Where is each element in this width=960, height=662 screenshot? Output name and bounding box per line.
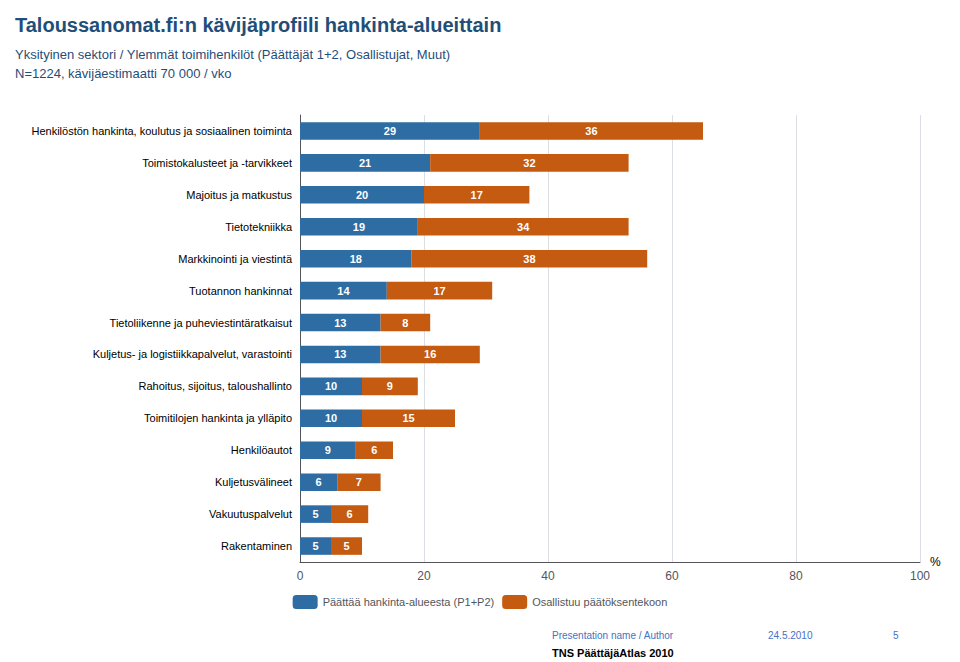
svg-text:38: 38 [523, 253, 535, 265]
svg-text:Henkilöautot: Henkilöautot [231, 444, 292, 456]
svg-text:5: 5 [312, 540, 318, 552]
svg-text:5: 5 [343, 540, 349, 552]
svg-text:Tietoliikenne ja puheviestintä: Tietoliikenne ja puheviestintäratkaisut [110, 317, 292, 329]
svg-text:Päättää hankinta-alueesta (P1+: Päättää hankinta-alueesta (P1+P2) [323, 596, 495, 608]
svg-text:Tuotannon hankinnat: Tuotannon hankinnat [189, 285, 292, 297]
svg-text:13: 13 [334, 348, 346, 360]
svg-text:Yksityinen sektori / Ylemmät t: Yksityinen sektori / Ylemmät toimihenkil… [15, 47, 450, 62]
svg-text:6: 6 [316, 476, 322, 488]
svg-text:Taloussanomat.fi:n kävijäprofi: Taloussanomat.fi:n kävijäprofiili hankin… [15, 14, 501, 36]
svg-text:Vakuutuspalvelut: Vakuutuspalvelut [209, 508, 292, 520]
svg-text:Markkinointi ja viestintä: Markkinointi ja viestintä [178, 253, 293, 265]
svg-text:9: 9 [325, 444, 331, 456]
svg-text:36: 36 [585, 125, 597, 137]
svg-text:10: 10 [325, 380, 337, 392]
svg-text:N=1224, kävijäestimaatti 70 00: N=1224, kävijäestimaatti 70 000 / vko [15, 66, 231, 81]
svg-text:32: 32 [523, 157, 535, 169]
svg-text:TNS PäättäjäAtlas 2010: TNS PäättäjäAtlas 2010 [552, 647, 674, 659]
svg-text:20: 20 [356, 189, 368, 201]
svg-text:80: 80 [789, 569, 803, 583]
svg-text:29: 29 [384, 125, 396, 137]
svg-text:17: 17 [471, 189, 483, 201]
svg-text:19: 19 [353, 221, 365, 233]
svg-text:8: 8 [402, 317, 408, 329]
svg-text:%: % [930, 555, 941, 569]
svg-text:Kuljetusvälineet: Kuljetusvälineet [215, 476, 292, 488]
svg-text:13: 13 [334, 317, 346, 329]
svg-text:Toimistokalusteet ja -tarvikke: Toimistokalusteet ja -tarvikkeet [142, 157, 292, 169]
svg-text:Henkilöstön hankinta, koulutus: Henkilöstön hankinta, koulutus ja sosiaa… [32, 125, 293, 137]
svg-text:34: 34 [517, 221, 530, 233]
svg-text:Toimitilojen hankinta ja ylläp: Toimitilojen hankinta ja ylläpito [144, 412, 292, 424]
svg-text:Presentation name / Author: Presentation name / Author [552, 630, 674, 641]
svg-text:5: 5 [312, 508, 318, 520]
svg-text:5: 5 [893, 630, 899, 641]
svg-text:100: 100 [910, 569, 930, 583]
svg-text:Majoitus ja matkustus: Majoitus ja matkustus [186, 189, 292, 201]
svg-text:7: 7 [356, 476, 362, 488]
svg-text:24.5.2010: 24.5.2010 [768, 630, 813, 641]
svg-text:60: 60 [665, 569, 679, 583]
svg-text:Osallistuu päätöksentekoon: Osallistuu päätöksentekoon [532, 596, 667, 608]
svg-text:6: 6 [371, 444, 377, 456]
svg-text:10: 10 [325, 412, 337, 424]
svg-text:Rakentaminen: Rakentaminen [221, 540, 292, 552]
svg-text:17: 17 [433, 285, 445, 297]
svg-text:9: 9 [387, 380, 393, 392]
svg-text:Tietotekniikka: Tietotekniikka [225, 221, 293, 233]
svg-text:40: 40 [541, 569, 555, 583]
svg-text:6: 6 [347, 508, 353, 520]
svg-text:16: 16 [424, 348, 436, 360]
svg-text:21: 21 [359, 157, 371, 169]
svg-text:Rahoitus, sijoitus, taloushall: Rahoitus, sijoitus, taloushallinto [139, 380, 292, 392]
svg-text:14: 14 [337, 285, 350, 297]
svg-text:0: 0 [297, 569, 304, 583]
svg-text:Kuljetus- ja logistiikkapalvel: Kuljetus- ja logistiikkapalvelut, varast… [93, 348, 292, 360]
svg-text:15: 15 [402, 412, 414, 424]
svg-text:18: 18 [350, 253, 362, 265]
svg-text:20: 20 [417, 569, 431, 583]
